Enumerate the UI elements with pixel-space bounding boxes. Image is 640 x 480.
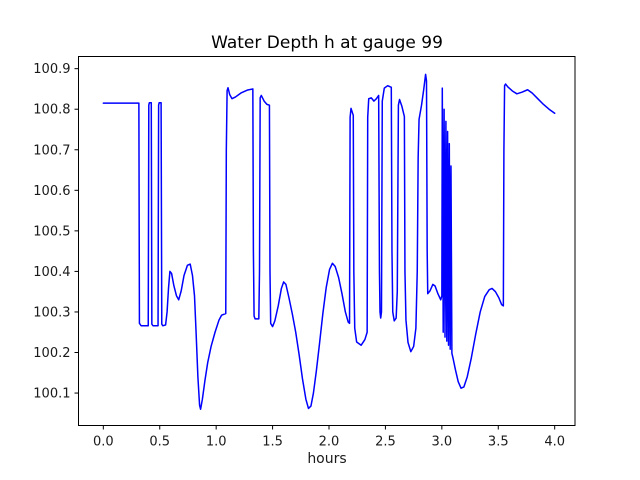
x-tick-label: 0.0	[93, 435, 114, 450]
y-tick-label: 100.1	[33, 387, 70, 402]
y-tick-label: 100.3	[33, 305, 70, 320]
x-tick-label: 0.5	[149, 435, 170, 450]
y-tick-label: 100.9	[33, 62, 70, 77]
y-tick-label: 100.5	[33, 224, 70, 239]
x-axis-label: hours	[307, 451, 346, 467]
y-tick-label: 100.4	[33, 265, 70, 280]
y-tick-label: 100.8	[33, 103, 70, 118]
x-tick-label: 2.0	[319, 435, 340, 450]
y-tick-label: 100.2	[33, 346, 70, 361]
x-tick-label: 2.5	[375, 435, 396, 450]
x-tick-label: 4.0	[544, 435, 565, 450]
x-tick-label: 3.5	[488, 435, 509, 450]
y-tick-label: 100.7	[33, 143, 70, 158]
water-depth-line	[102, 73, 556, 411]
chart-title: Water Depth h at gauge 99	[211, 33, 443, 53]
y-tick-label: 100.6	[33, 184, 70, 199]
x-tick-label: 3.0	[432, 435, 453, 450]
data-line-group	[102, 73, 556, 411]
x-tick-label: 1.0	[206, 435, 227, 450]
axes-spine	[78, 56, 576, 426]
axes-group: 0.0 0.5 1.0 1.5 2.0 2.5 3.0 3.5 4.0 100.1 100.2 100…	[33, 56, 576, 450]
x-tick-label: 1.5	[262, 435, 283, 450]
